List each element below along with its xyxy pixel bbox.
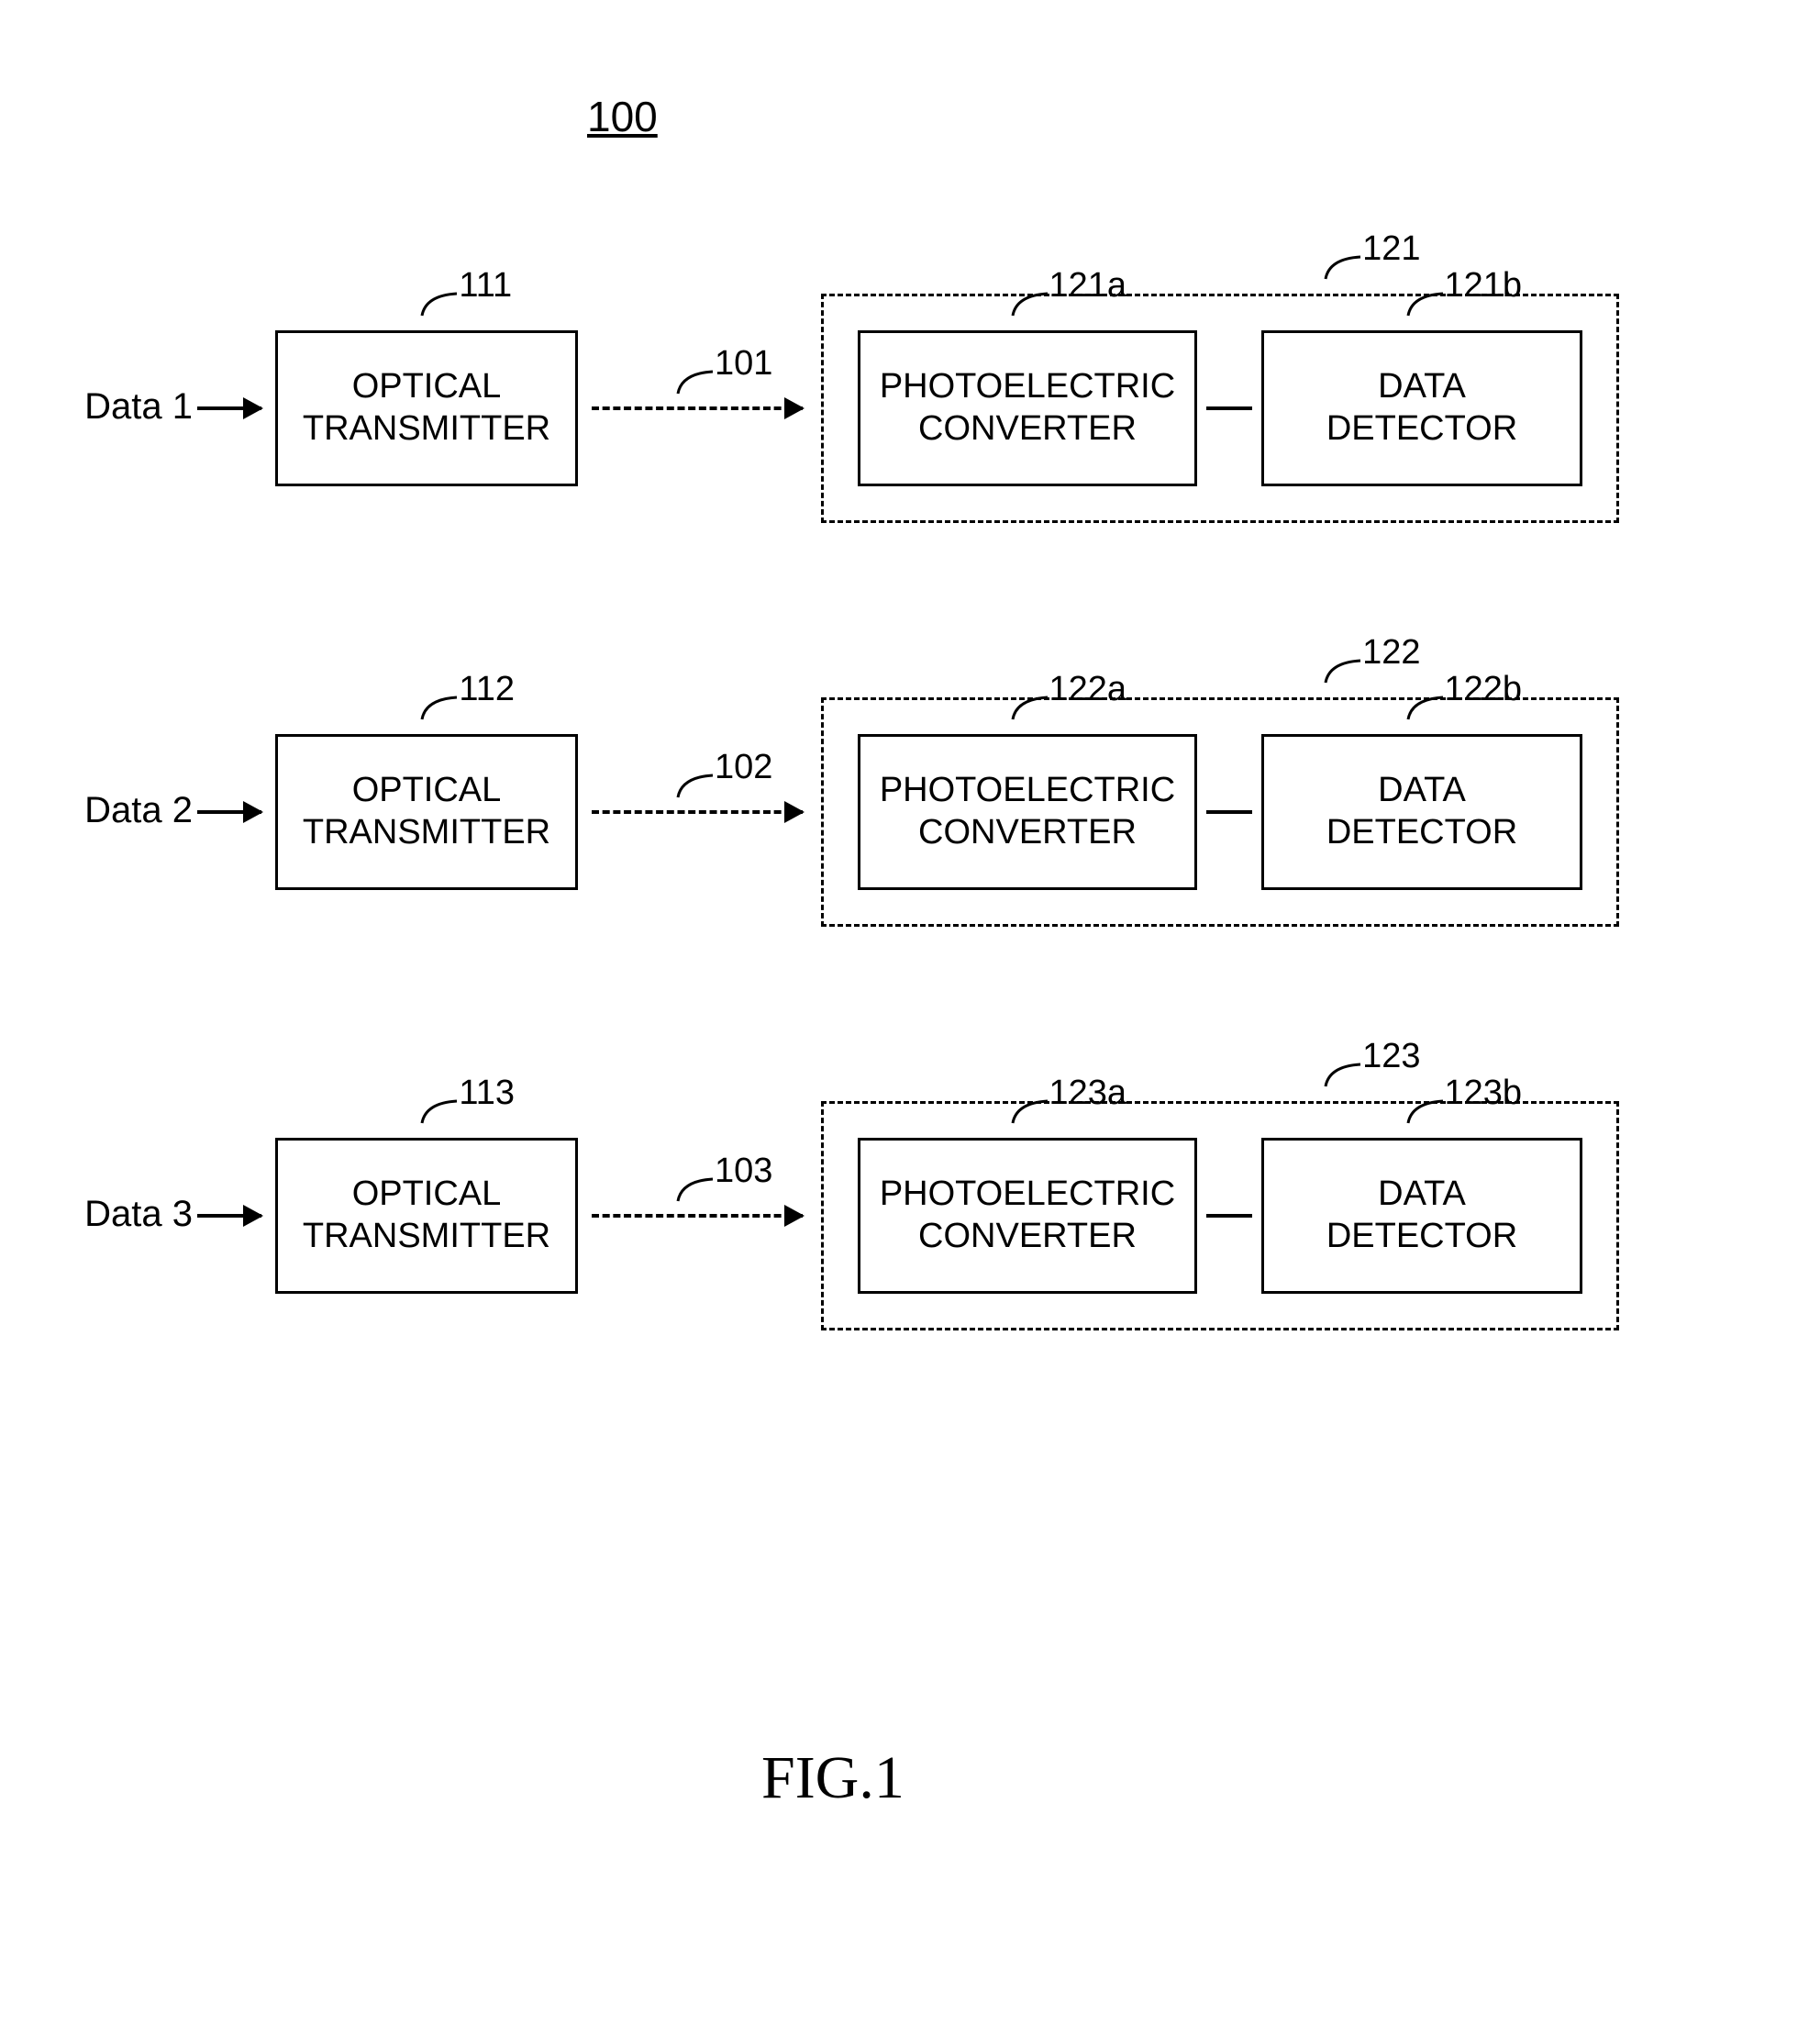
ref-lead: [1011, 1097, 1049, 1125]
data-detector-box: DATADETECTOR: [1261, 330, 1582, 486]
figure-caption: FIG.1: [761, 1743, 904, 1813]
ref-number: 123: [1362, 1037, 1420, 1076]
optical-signal-arrow: [592, 810, 803, 814]
ref-number: 113: [459, 1074, 515, 1113]
ref-lead: [1406, 290, 1445, 317]
ref-number: 121b: [1445, 266, 1523, 306]
ref-number: 112: [459, 670, 515, 709]
diagram-canvas: 100 FIG.1 Data 1 OPTICALTRANSMITTER 111 101 12…: [0, 0, 1820, 2037]
data-input-arrow: [197, 810, 261, 814]
ref-number: 103: [715, 1152, 772, 1191]
ref-number: 121a: [1049, 266, 1127, 306]
ref-lead: [1324, 1061, 1362, 1088]
ref-number: 111: [459, 266, 512, 306]
data-input-arrow: [197, 1214, 261, 1218]
ref-number: 123b: [1445, 1074, 1523, 1113]
ref-lead: [1011, 694, 1049, 721]
data-input-label: Data 3: [64, 1194, 193, 1235]
photoelectric-converter-box: PHOTOELECTRICCONVERTER: [858, 330, 1197, 486]
ref-lead: [1324, 657, 1362, 685]
ref-lead: [420, 694, 459, 721]
ref-number: 101: [715, 344, 772, 384]
connector-line: [1206, 810, 1252, 814]
ref-number: 122a: [1049, 670, 1127, 709]
ref-lead: [1406, 1097, 1445, 1125]
photoelectric-converter-box: PHOTOELECTRICCONVERTER: [858, 1138, 1197, 1294]
data-detector-box: DATADETECTOR: [1261, 1138, 1582, 1294]
ref-lead: [676, 772, 715, 799]
connector-line: [1206, 1214, 1252, 1218]
ref-lead: [676, 368, 715, 395]
ref-number: 122b: [1445, 670, 1523, 709]
optical-signal-arrow: [592, 1214, 803, 1218]
ref-lead: [420, 1097, 459, 1125]
figure-number: 100: [587, 92, 658, 141]
ref-lead: [1406, 694, 1445, 721]
ref-number: 121: [1362, 229, 1420, 269]
data-input-label: Data 1: [64, 386, 193, 428]
data-detector-box: DATADETECTOR: [1261, 734, 1582, 890]
ref-number: 123a: [1049, 1074, 1127, 1113]
data-input-arrow: [197, 406, 261, 410]
ref-lead: [1011, 290, 1049, 317]
optical-transmitter-box: OPTICALTRANSMITTER: [275, 734, 578, 890]
connector-line: [1206, 406, 1252, 410]
photoelectric-converter-box: PHOTOELECTRICCONVERTER: [858, 734, 1197, 890]
data-input-label: Data 2: [64, 790, 193, 831]
optical-transmitter-box: OPTICALTRANSMITTER: [275, 330, 578, 486]
ref-number: 122: [1362, 633, 1420, 673]
optical-signal-arrow: [592, 406, 803, 410]
ref-lead: [1324, 253, 1362, 281]
ref-number: 102: [715, 748, 772, 787]
ref-lead: [420, 290, 459, 317]
ref-lead: [676, 1175, 715, 1203]
optical-transmitter-box: OPTICALTRANSMITTER: [275, 1138, 578, 1294]
